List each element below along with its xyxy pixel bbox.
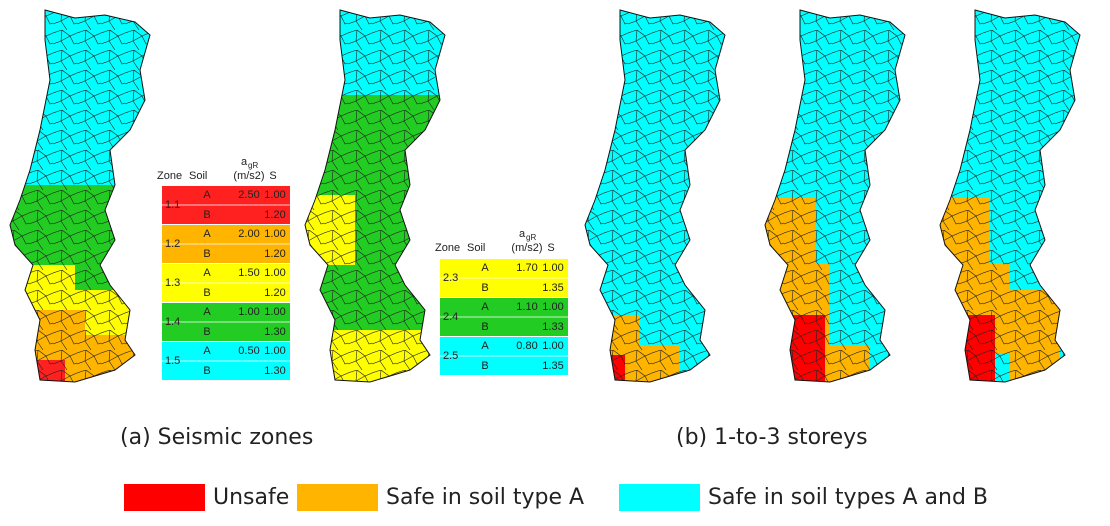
- s-cell: 1.30: [264, 326, 285, 338]
- s-cell: 1.30: [264, 365, 285, 377]
- s-cell: 1.00: [542, 262, 563, 274]
- soil-cell: B: [203, 248, 210, 260]
- soil-cell: A: [203, 189, 211, 201]
- map: [760, 10, 910, 390]
- soil-cell: A: [481, 262, 489, 274]
- header-cell: Soil: [189, 170, 207, 182]
- soil-cell: B: [203, 326, 210, 338]
- s-cell: 1.00: [264, 228, 285, 240]
- legend-label: Safe in soil types A and B: [708, 485, 988, 510]
- s-cell: 1.00: [264, 267, 285, 279]
- zone-cell: 1.1: [165, 199, 180, 211]
- soil-cell: B: [481, 282, 488, 294]
- legend-label: Safe in soil type A: [386, 485, 584, 510]
- header-cell: a: [241, 156, 248, 168]
- header-cell: (m/s2): [511, 242, 542, 254]
- soil-cell: B: [203, 209, 210, 221]
- soil-cell: B: [203, 287, 210, 299]
- s-cell: 1.00: [264, 189, 285, 201]
- agr-cell: 1.10: [516, 301, 537, 313]
- map: [580, 10, 730, 390]
- header-cell: Zone: [157, 170, 182, 182]
- zone-cell: 1.4: [165, 316, 180, 328]
- map: [5, 10, 155, 390]
- legend-swatch: [124, 484, 205, 511]
- soil-cell: A: [481, 340, 489, 352]
- s-cell: 1.33: [542, 321, 563, 333]
- zone-cell: 2.5: [443, 350, 458, 362]
- header-cell: Soil: [467, 242, 485, 254]
- legend-swatch: [297, 484, 378, 511]
- agr-cell: 0.80: [516, 340, 537, 352]
- soil-cell: A: [203, 228, 211, 240]
- agr-cell: 2.00: [238, 228, 259, 240]
- header-cell: (m/s2): [233, 170, 264, 182]
- agr-cell: 2.50: [238, 189, 259, 201]
- s-cell: 1.00: [542, 301, 563, 313]
- caption: (b) 1-to-3 storeys: [676, 425, 868, 450]
- agr-cell: 1.50: [238, 267, 259, 279]
- agr-cell: 1.00: [238, 306, 259, 318]
- header-cell: S: [547, 242, 554, 254]
- s-cell: 1.00: [264, 345, 285, 357]
- legend-swatch: [619, 484, 700, 511]
- agr-cell: 1.70: [516, 262, 537, 274]
- zone-cell: 1.3: [165, 277, 180, 289]
- s-cell: 1.35: [542, 360, 563, 372]
- s-cell: 1.00: [542, 340, 563, 352]
- s-cell: 1.35: [542, 282, 563, 294]
- figure: (a) Seismic zones (b) 1-to-3 storeys Zon…: [0, 0, 1110, 521]
- soil-cell: B: [481, 360, 488, 372]
- map: [300, 10, 450, 390]
- soil-cell: B: [203, 365, 210, 377]
- soil-cell: A: [203, 345, 211, 357]
- s-cell: 1.20: [264, 248, 285, 260]
- zone-cell: 2.4: [443, 311, 458, 323]
- agr-cell: 0.50: [238, 345, 259, 357]
- header-cell: gR: [248, 161, 258, 170]
- legend-label: Unsafe: [213, 485, 289, 510]
- header-cell: gR: [526, 233, 536, 242]
- map: [935, 10, 1085, 390]
- zone-cell: 2.3: [443, 272, 458, 284]
- soil-cell: A: [203, 267, 211, 279]
- soil-cell: A: [481, 301, 489, 313]
- header-cell: a: [519, 228, 526, 240]
- header-cell: S: [269, 170, 276, 182]
- header-cell: Zone: [435, 242, 460, 254]
- s-cell: 1.20: [264, 209, 285, 221]
- soil-cell: A: [203, 306, 211, 318]
- s-cell: 1.20: [264, 287, 285, 299]
- caption: (a) Seismic zones: [120, 425, 313, 450]
- zone-cell: 1.5: [165, 355, 180, 367]
- soil-cell: B: [481, 321, 488, 333]
- zone-cell: 1.2: [165, 238, 180, 250]
- s-cell: 1.00: [264, 306, 285, 318]
